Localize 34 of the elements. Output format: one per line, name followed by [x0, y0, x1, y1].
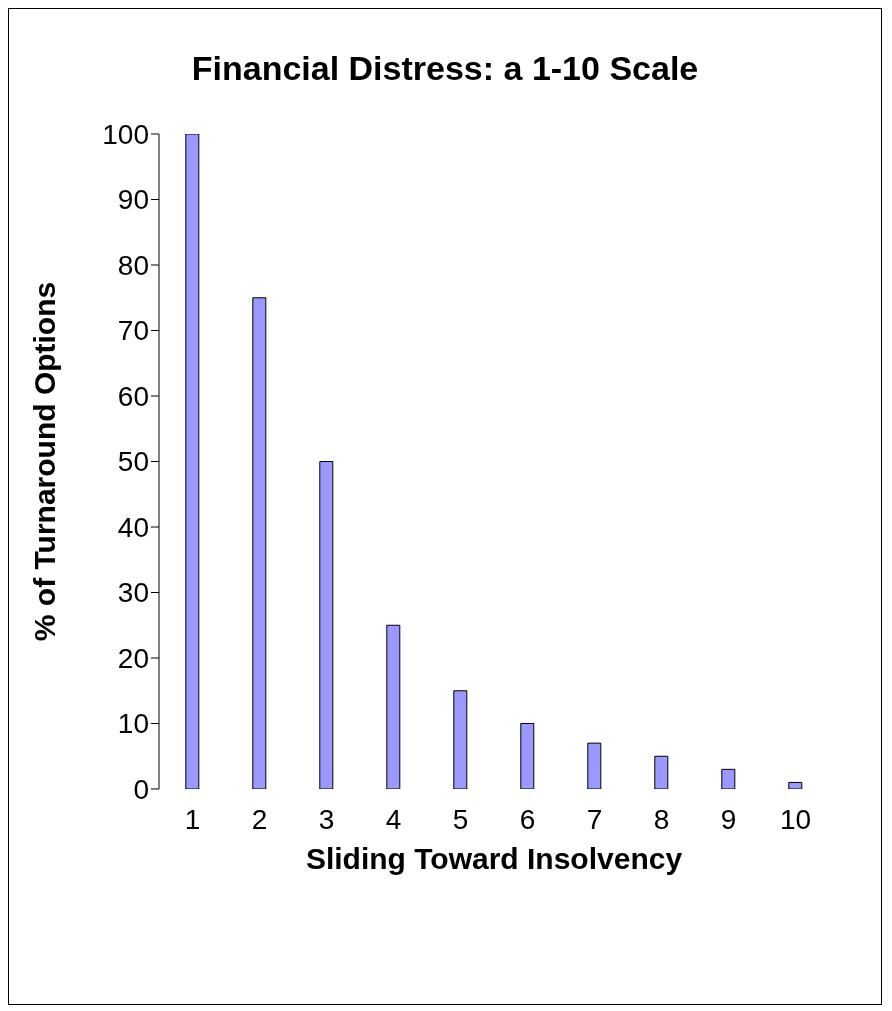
- x-tick-label: 6: [519, 803, 536, 835]
- y-tick-label: 10: [117, 708, 149, 740]
- y-tick-label: 20: [117, 642, 149, 674]
- bar: [587, 742, 602, 789]
- x-tick-label: 2: [251, 803, 268, 835]
- y-tick-label: 30: [117, 577, 149, 609]
- bar: [319, 461, 334, 789]
- bar: [185, 134, 200, 789]
- x-tick-label: 5: [452, 803, 469, 835]
- bar: [721, 768, 736, 789]
- y-tick-label: 90: [117, 184, 149, 216]
- bar: [453, 690, 468, 789]
- x-tick-label: 9: [720, 803, 737, 835]
- y-tick-label: 80: [117, 249, 149, 281]
- chart-title: Financial Distress: a 1-10 Scale: [190, 49, 700, 89]
- y-tick-label: 70: [117, 315, 149, 347]
- y-tick-label: 60: [117, 380, 149, 412]
- x-axis-title: Sliding Toward Insolvency: [305, 842, 683, 875]
- y-tick-label: 100: [102, 118, 149, 150]
- x-tick-label: 4: [385, 803, 402, 835]
- x-tick-label: 3: [318, 803, 335, 835]
- bar: [252, 297, 267, 789]
- bar: [654, 755, 669, 789]
- x-tick-label: 10: [779, 803, 812, 835]
- bar: [788, 781, 803, 789]
- x-tick-label: 8: [653, 803, 670, 835]
- bar: [386, 624, 401, 789]
- x-tick-label: 1: [184, 803, 201, 835]
- y-tick-label: 50: [117, 446, 149, 478]
- bar: [520, 723, 535, 789]
- y-tick-label: 40: [117, 511, 149, 543]
- x-tick-label: 7: [586, 803, 603, 835]
- y-axis-title: % of Turnaround Options: [27, 281, 61, 642]
- y-tick-label: 0: [133, 773, 149, 805]
